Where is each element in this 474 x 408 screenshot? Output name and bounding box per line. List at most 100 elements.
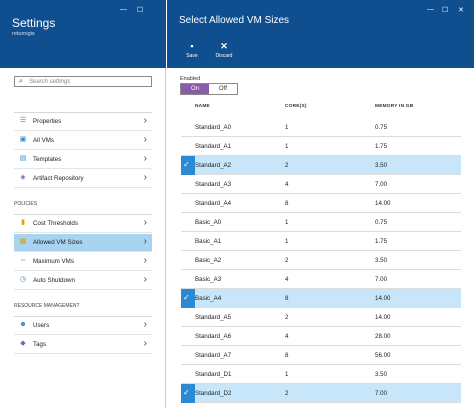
table-row[interactable]: Standard_A0 1 0.75: [181, 118, 461, 137]
nav-item-auto-shutdown[interactable]: ◷ Auto Shutdown ›: [14, 272, 152, 290]
chevron-right-icon: ›: [143, 172, 147, 183]
cost-icon: ▮: [21, 219, 25, 226]
cell-name: Basic_A4: [195, 295, 222, 302]
table-row[interactable]: Standard_A1 1 1.75: [181, 137, 461, 156]
nav-item-properties[interactable]: ☰ Properties ›: [14, 113, 152, 131]
nav-item-label: Cost Thresholds: [33, 220, 78, 227]
nav-item-label: Tags: [33, 341, 47, 348]
table-row[interactable]: Standard_A5 2 14.00: [181, 308, 461, 327]
cell-cores: 8: [285, 200, 289, 207]
cell-memory: 0.75: [375, 219, 388, 226]
cell-name: Standard_A7: [195, 352, 232, 359]
table-row[interactable]: Basic_A1 1 1.75: [181, 232, 461, 251]
search-input[interactable]: ⌕ Search settings: [14, 76, 152, 87]
discard-icon: ✕: [220, 41, 228, 51]
save-icon: ▪: [190, 41, 194, 51]
row-checkbox[interactable]: [181, 213, 195, 232]
vm-sizes-icon: ▦: [19, 238, 27, 245]
cell-memory: 28.00: [375, 333, 391, 340]
discard-button[interactable]: ✕ Discard: [211, 40, 237, 64]
column-header-name: NAME: [195, 104, 210, 109]
row-checkbox[interactable]: [181, 346, 195, 365]
users-icon: ☻: [19, 321, 27, 328]
nav-item-allowed-vm-sizes[interactable]: ▦ Allowed VM Sizes ›: [14, 234, 152, 252]
row-checkbox[interactable]: ✓: [181, 156, 195, 175]
row-checkbox[interactable]: [181, 232, 195, 251]
cell-cores: 2: [285, 257, 289, 264]
cell-memory: 3.50: [375, 257, 388, 264]
cell-name: Basic_A3: [195, 276, 222, 283]
row-checkbox[interactable]: [181, 365, 195, 384]
row-checkbox[interactable]: [181, 194, 195, 213]
table-row[interactable]: Basic_A3 4 7.00: [181, 270, 461, 289]
cell-memory: 1.75: [375, 143, 388, 150]
settings-header: Settings returnigis — ☐: [0, 0, 166, 68]
save-label: Save: [186, 53, 198, 59]
clock-icon: ◷: [19, 276, 27, 283]
bars-icon: ☰: [19, 117, 27, 124]
cell-memory: 56.00: [375, 352, 391, 359]
cell-memory: 3.50: [375, 162, 388, 169]
row-checkbox[interactable]: ✓: [181, 384, 195, 403]
table-row[interactable]: Standard_A4 8 14.00: [181, 194, 461, 213]
nav-item-maximum-vms[interactable]: ⇔ Maximum VMs ›: [14, 253, 152, 271]
toggle-off-option[interactable]: Off: [209, 84, 237, 94]
row-checkbox[interactable]: [181, 118, 195, 137]
cell-name: Basic_A1: [195, 238, 222, 245]
table-row[interactable]: Standard_D1 1 3.50: [181, 365, 461, 384]
save-button[interactable]: ▪ Save: [179, 40, 205, 64]
checkmark-icon: ✓: [183, 293, 190, 302]
table-row[interactable]: Basic_A2 2 3.50: [181, 251, 461, 270]
resource-management-heading: RESOURCE MANAGEMENT: [14, 303, 80, 309]
table-row[interactable]: ✓ Standard_D2 2 7.00: [181, 384, 461, 403]
cell-name: Standard_A3: [195, 181, 232, 188]
table-row[interactable]: ✓ Standard_A2 2 3.50: [181, 156, 461, 175]
cell-cores: 4: [285, 276, 289, 283]
general-group: ☰ Properties › ▣ All VMs › ▤ Templates ›…: [14, 112, 152, 188]
nav-item-all-vms[interactable]: ▣ All VMs ›: [14, 132, 152, 150]
table-row[interactable]: Standard_A3 4 7.00: [181, 175, 461, 194]
cell-name: Standard_A2: [195, 162, 232, 169]
row-checkbox[interactable]: [181, 270, 195, 289]
nav-item-templates[interactable]: ▤ Templates ›: [14, 151, 152, 169]
table-row[interactable]: Standard_A6 4 28.00: [181, 327, 461, 346]
blade-title: Select Allowed VM Sizes: [179, 15, 290, 26]
minimize-icon[interactable]: —: [427, 6, 434, 13]
maximize-icon[interactable]: ☐: [442, 7, 449, 14]
table-row[interactable]: ✓ Basic_A4 8 14.00: [181, 289, 461, 308]
resource-group: ☻ Users › ◆ Tags ›: [14, 316, 152, 354]
tag-icon: ◆: [20, 340, 26, 347]
nav-item-tags[interactable]: ◆ Tags ›: [14, 336, 152, 354]
max-vms-icon: ⇔: [19, 257, 27, 264]
nav-item-cost-thresholds[interactable]: ▮ Cost Thresholds ›: [14, 215, 152, 233]
row-checkbox[interactable]: [181, 327, 195, 346]
table-header: NAME CORE(S) MEMORY IN GB: [181, 104, 461, 116]
vm-icon: ▣: [19, 136, 27, 143]
table-row[interactable]: Basic_A0 1 0.75: [181, 213, 461, 232]
cell-cores: 4: [285, 333, 289, 340]
close-icon[interactable]: ✕: [458, 7, 464, 14]
nav-item-label: Maximum VMs: [33, 258, 74, 265]
nav-item-label: Properties: [33, 118, 62, 125]
row-checkbox[interactable]: [181, 251, 195, 270]
row-checkbox[interactable]: [181, 308, 195, 327]
policies-heading: POLICIES: [14, 201, 38, 207]
column-header-memory: MEMORY IN GB: [375, 104, 414, 109]
nav-item-users[interactable]: ☻ Users ›: [14, 317, 152, 335]
toggle-on-option[interactable]: On: [181, 84, 209, 94]
enabled-toggle[interactable]: On Off: [180, 83, 238, 95]
minimize-icon[interactable]: —: [120, 6, 127, 13]
cell-memory: 14.00: [375, 314, 391, 321]
row-checkbox[interactable]: ✓: [181, 289, 195, 308]
row-checkbox[interactable]: [181, 137, 195, 156]
nav-item-label: All VMs: [33, 137, 54, 144]
table-row[interactable]: Standard_A7 8 56.00: [181, 346, 461, 365]
maximize-icon[interactable]: ☐: [137, 7, 144, 14]
cell-cores: 1: [285, 371, 289, 378]
nav-item-artifact-repository[interactable]: ◈ Artifact Repository ›: [14, 170, 152, 188]
cell-cores: 2: [285, 162, 289, 169]
policies-group: ▮ Cost Thresholds › ▦ Allowed VM Sizes ›…: [14, 214, 152, 290]
cell-name: Standard_A4: [195, 200, 232, 207]
row-checkbox[interactable]: [181, 175, 195, 194]
cell-cores: 4: [285, 181, 289, 188]
